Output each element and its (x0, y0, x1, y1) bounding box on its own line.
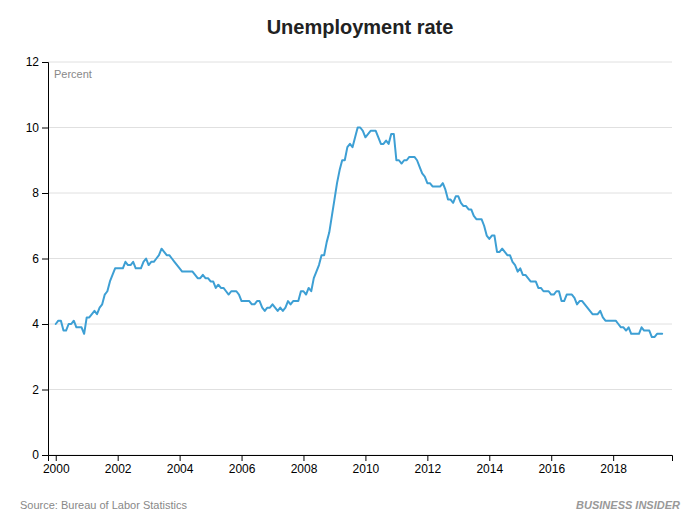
x-tick-mark (118, 455, 119, 461)
y-tick-label: 12 (26, 55, 40, 69)
y-tick-mark (42, 259, 48, 260)
y-tick-label: 10 (26, 121, 40, 135)
x-tick-label: 2010 (353, 462, 380, 476)
y-tick: 6 (32, 252, 48, 266)
y-tick: 10 (26, 121, 48, 135)
grid-line (48, 324, 672, 325)
x-tick-label: 2002 (105, 462, 132, 476)
x-tick: 2006 (229, 455, 256, 476)
y-axis: 0 2 4 6 8 10 12 (26, 55, 49, 462)
x-tick: 2012 (415, 455, 442, 476)
x-tick-label: 2004 (167, 462, 194, 476)
grid-line (48, 193, 672, 194)
x-tick-label: 2018 (600, 462, 627, 476)
x-tick-label: 2012 (415, 462, 442, 476)
title: Unemployment rate (267, 16, 454, 38)
y-tick-label: 0 (32, 448, 39, 462)
y-tick-mark (42, 193, 48, 194)
x-tick-mark (303, 455, 304, 461)
x-tick: 2008 (291, 455, 318, 476)
y-label: Percent (54, 68, 92, 80)
plot-area: 2000200220042006200820102012201420162018… (26, 55, 673, 475)
watermark: BUSINESS INSIDER (576, 499, 680, 511)
y-tick-label: 4 (32, 317, 39, 331)
y-tick-mark (42, 62, 48, 63)
grid-line (48, 258, 672, 259)
chart: Unemployment rate20002002200420062008201… (0, 0, 700, 525)
x-tick-mark (613, 455, 614, 461)
y-tick: 2 (32, 383, 48, 397)
x-tick-label: 2014 (476, 462, 503, 476)
y-tick: 0 (32, 448, 48, 462)
y-tick-mark (42, 324, 48, 325)
x-tick-label: 2000 (43, 462, 70, 476)
x-tick-label: 2016 (538, 462, 565, 476)
grid (48, 62, 672, 455)
y-tick: 12 (26, 55, 48, 69)
x-tick-label: 2006 (229, 462, 256, 476)
x-tick: 2004 (167, 455, 194, 476)
x-tick-mark (551, 455, 552, 461)
y-tick-label: 2 (32, 383, 39, 397)
x-tick-mark (242, 455, 243, 461)
x-tick: 2002 (105, 455, 132, 476)
line (56, 128, 662, 338)
source: Source: Bureau of Labor Statistics (20, 499, 187, 511)
y-tick: 8 (32, 186, 48, 200)
grid-line (48, 62, 672, 63)
x-tick-mark (365, 455, 366, 461)
y-tick-mark (42, 455, 48, 456)
x-tick: 2000 (43, 455, 70, 476)
x-tick: 2018 (600, 455, 627, 476)
x-tick-mark (56, 455, 57, 461)
y-tick: 4 (32, 317, 48, 331)
marks (56, 128, 662, 338)
grid-line (48, 389, 672, 390)
x-axis: 2000 2002 2004 2006 2008 2010 2012 2014 2016 2018 (43, 455, 673, 476)
y-axis-line (42, 63, 49, 456)
x-tick-mark (427, 455, 428, 461)
x-tick-mark (180, 455, 181, 461)
x-tick: 2016 (538, 455, 565, 476)
x-axis-line (49, 456, 673, 462)
y-tick-mark (42, 390, 48, 391)
x-tick-label: 2008 (291, 462, 318, 476)
y-tick-label: 8 (32, 186, 39, 200)
y-tick-label: 6 (32, 252, 39, 266)
x-tick: 2014 (476, 455, 503, 476)
y-tick-mark (42, 128, 48, 129)
x-tick-mark (489, 455, 490, 461)
x-tick: 2010 (353, 455, 380, 476)
